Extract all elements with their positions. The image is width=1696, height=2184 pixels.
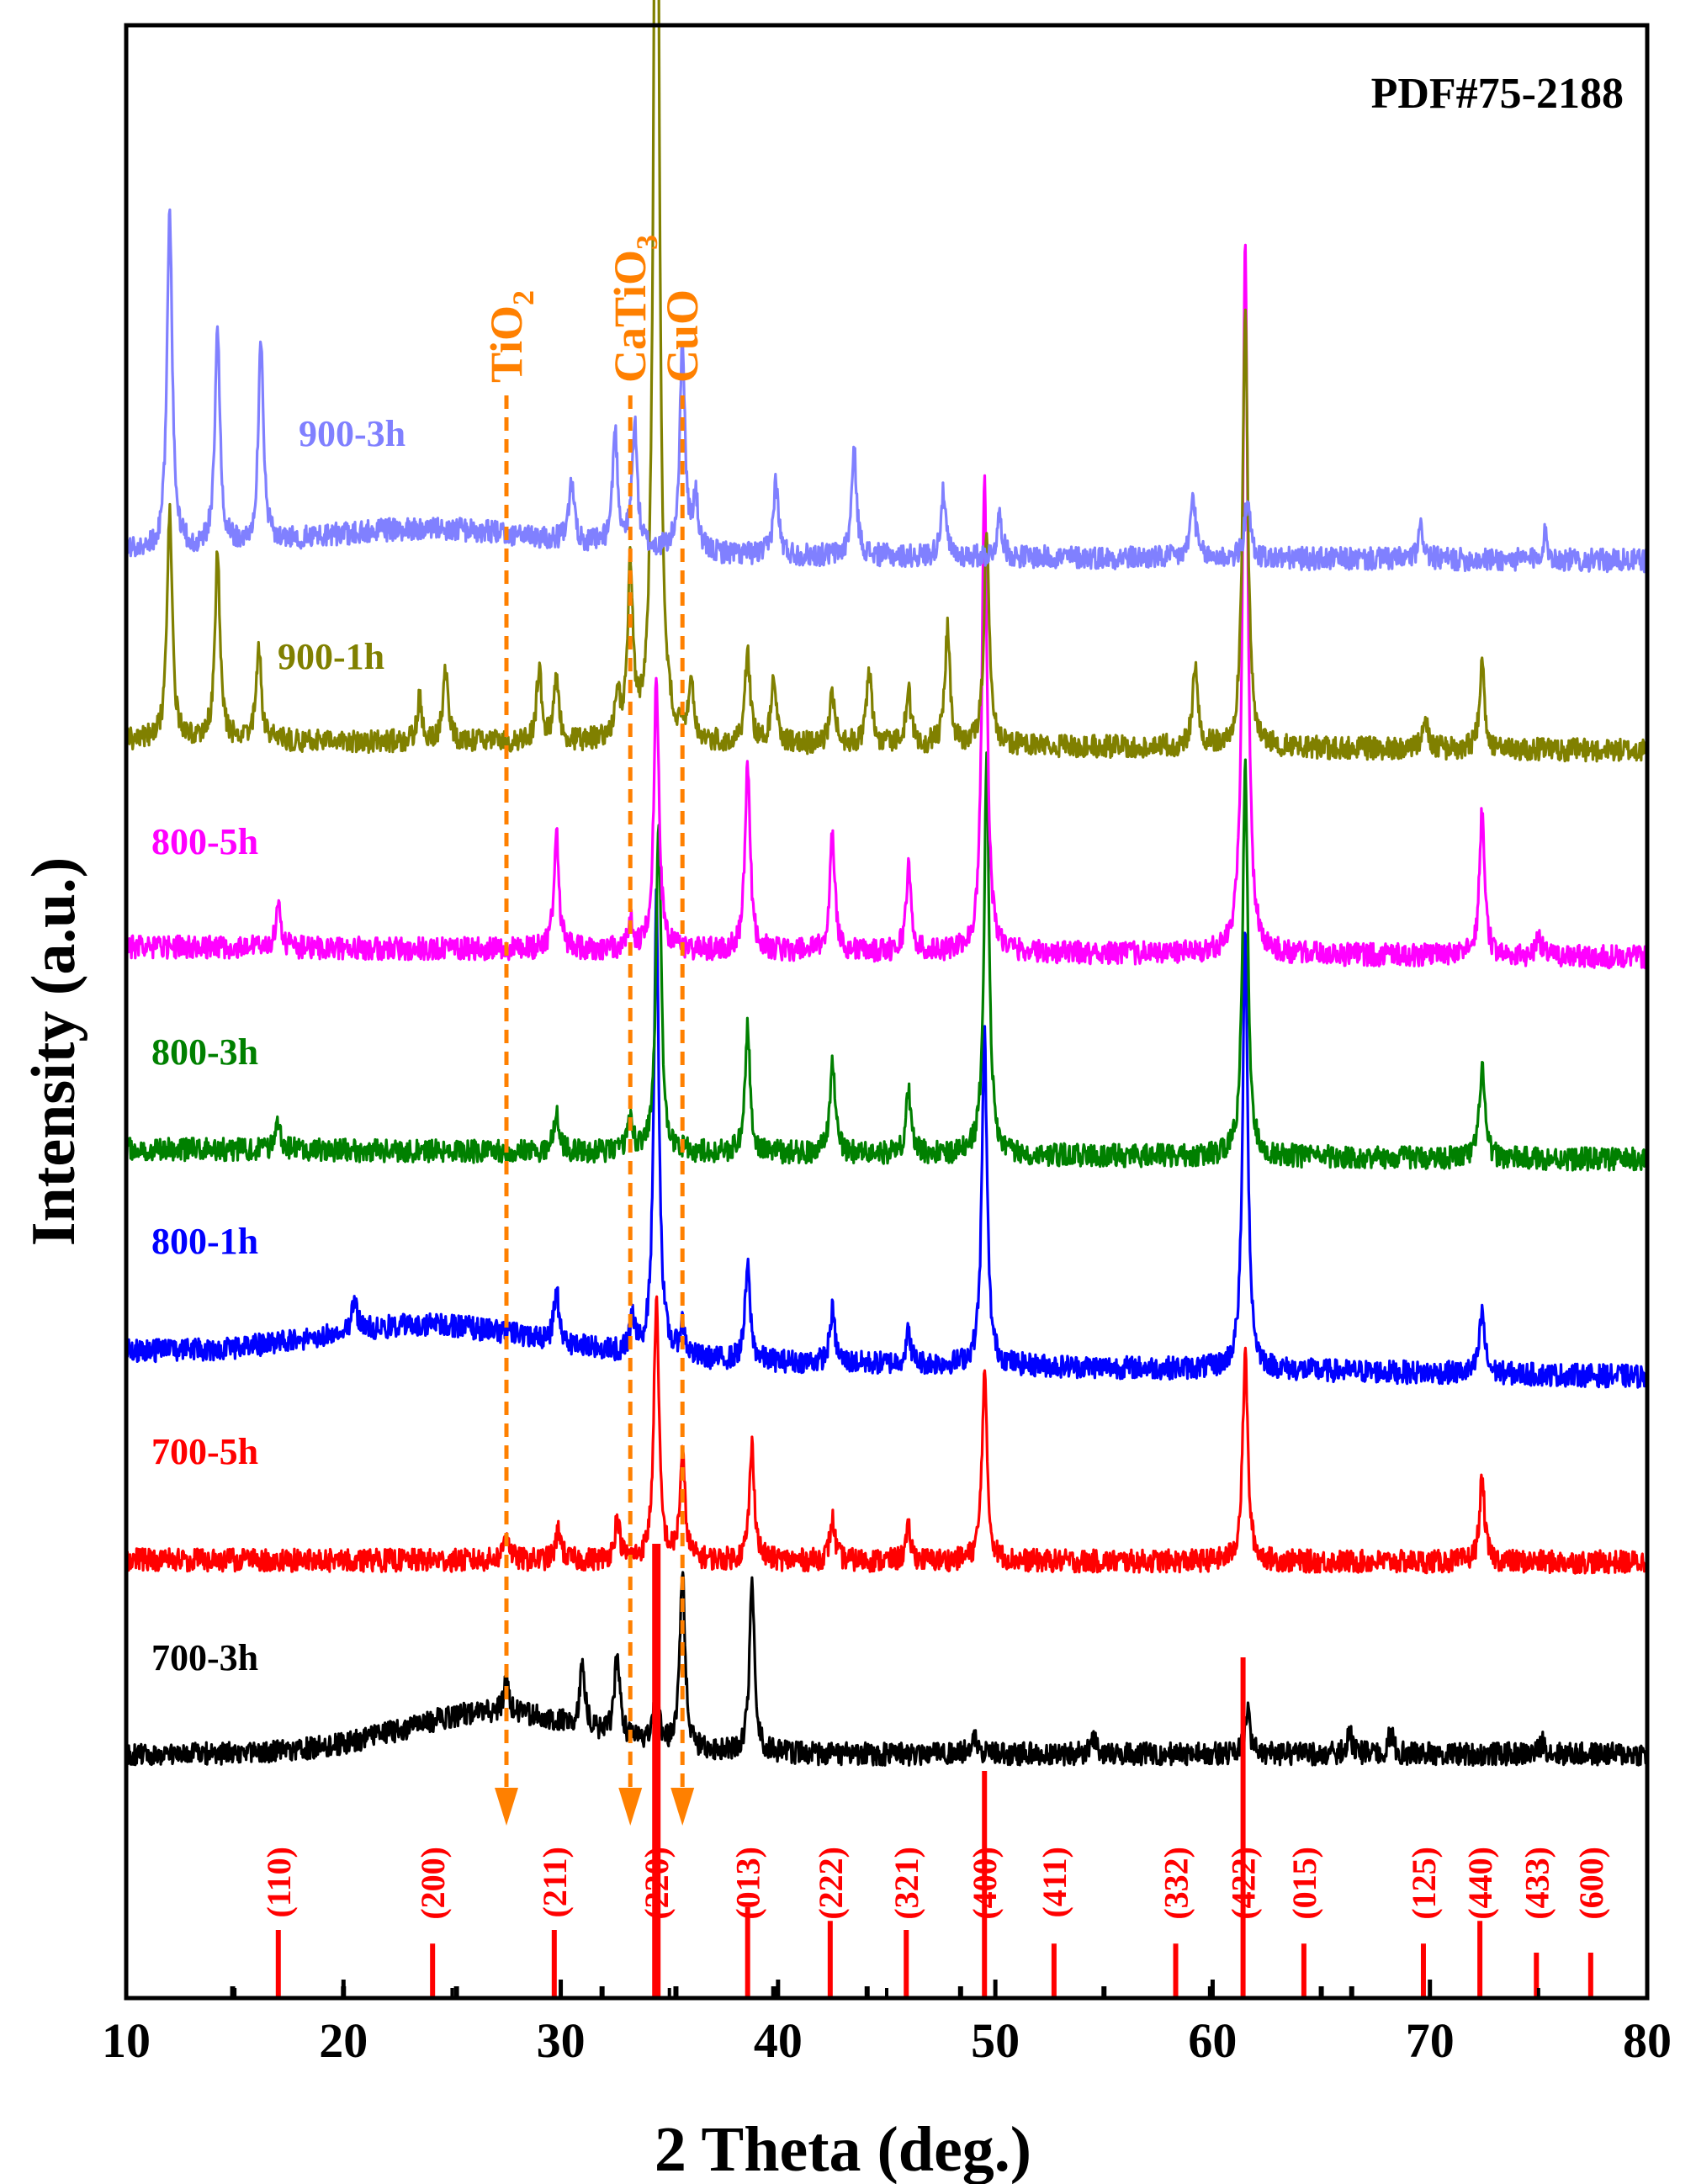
reference-hkl-label: (332)	[1158, 1847, 1195, 1920]
reference-hkl-label: (600)	[1572, 1847, 1610, 1920]
series-line-800-3h	[125, 751, 1649, 1172]
reference-hkl-label: (211)	[536, 1847, 574, 1917]
series-label-900-3h: 900-3h	[299, 413, 405, 454]
x-tick-label-70: 70	[1406, 2013, 1455, 2068]
series-label-layer: 700-3h 700-5h 800-1h 800-3h 800-5h 900-1h 900-…	[151, 413, 405, 1678]
reference-hkl-label: (400)	[966, 1847, 1004, 1920]
x-tick-label-60: 60	[1188, 2013, 1237, 2068]
series-line-700-5h	[125, 1295, 1649, 1575]
phase-marker-label: CuO	[657, 289, 708, 383]
phase-marker-subscript: 3	[630, 235, 664, 250]
series-label-900-1h: 900-1h	[278, 636, 384, 677]
x-tick-label-10: 10	[102, 2013, 151, 2068]
x-tick-label-40: 40	[754, 2013, 803, 2068]
series-label-800-5h: 800-5h	[151, 821, 258, 862]
reference-pattern-layer: (110) (200) (211) (220) (013) (222) (321) (400)…	[230, 1544, 1610, 1998]
series-line-800-1h	[125, 888, 1649, 1389]
reference-hkl-label: (321)	[888, 1847, 925, 1920]
reference-hkl-label: (200)	[414, 1847, 452, 1920]
phase-marker-arrowhead	[670, 1788, 695, 1826]
x-tick-label-20: 20	[319, 2013, 368, 2068]
reference-hkl-label: (433)	[1518, 1847, 1556, 1920]
x-tick-label-30: 30	[537, 2013, 586, 2068]
reference-hkl-label: (110)	[260, 1847, 298, 1917]
reference-hkl-label: (440)	[1461, 1847, 1499, 1920]
reference-hkl-label: (015)	[1285, 1847, 1323, 1920]
phase-marker-arrowhead	[495, 1788, 518, 1826]
reference-hkl-label: (220)	[638, 1847, 676, 1920]
reference-hkl-label: (411)	[1036, 1847, 1073, 1917]
series-label-700-5h: 700-5h	[151, 1431, 258, 1472]
series-layer	[125, 0, 1649, 1767]
series-label-800-3h: 800-3h	[151, 1031, 258, 1073]
series-label-700-3h: 700-3h	[151, 1637, 258, 1678]
reference-hkl-label: (222)	[812, 1847, 850, 1920]
x-axis: 10 20 30 40 50 60 70 80	[102, 1980, 1672, 2068]
series-line-700-3h	[125, 1571, 1649, 1767]
phase-marker-label: CaTiO3	[605, 235, 664, 383]
series-line-900-3h	[125, 208, 1649, 574]
reference-hkl-label: (013)	[729, 1847, 767, 1920]
phase-marker-arrowhead	[618, 1788, 643, 1826]
reference-hkl-label: (422)	[1225, 1847, 1263, 1920]
y-axis-label: Intensity (a.u.)	[19, 857, 88, 1247]
chart-title: PDF#75-2188	[1371, 70, 1624, 118]
x-tick-label-50: 50	[971, 2013, 1020, 2068]
series-line-800-5h	[125, 243, 1648, 970]
phase-marker-subscript: 2	[506, 290, 540, 305]
phase-marker-label: TiO2	[481, 290, 540, 383]
series-line-900-1h	[125, 0, 1649, 763]
reference-hkl-label: (125)	[1405, 1847, 1443, 1920]
series-label-800-1h: 800-1h	[151, 1221, 258, 1262]
x-tick-label-80: 80	[1623, 2013, 1672, 2068]
x-axis-label: 2 Theta (deg.)	[655, 2114, 1031, 2184]
